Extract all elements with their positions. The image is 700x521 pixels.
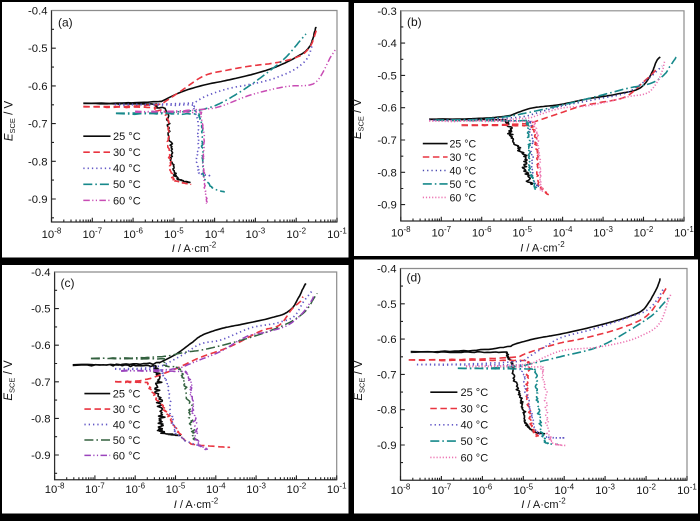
svg-text:-0.8: -0.8 bbox=[377, 167, 396, 179]
svg-text:30 °C: 30 °C bbox=[113, 147, 141, 159]
svg-text:-0.4: -0.4 bbox=[377, 264, 396, 276]
svg-text:ESCE / V: ESCE / V bbox=[3, 360, 16, 401]
svg-text:I / A·cm-2: I / A·cm-2 bbox=[172, 241, 217, 256]
svg-text:-0.6: -0.6 bbox=[28, 81, 47, 93]
svg-text:30 °C: 30 °C bbox=[450, 152, 477, 164]
svg-text:60 °C: 60 °C bbox=[113, 195, 141, 207]
svg-text:ESCE / V: ESCE / V bbox=[4, 101, 17, 142]
svg-text:-0.4: -0.4 bbox=[28, 6, 47, 18]
svg-text:-0.9: -0.9 bbox=[377, 440, 396, 452]
svg-text:ESCE / V: ESCE / V bbox=[352, 99, 365, 140]
svg-text:-0.7: -0.7 bbox=[377, 369, 396, 381]
svg-text:25 °C: 25 °C bbox=[113, 131, 141, 143]
svg-text:40 °C: 40 °C bbox=[450, 165, 477, 177]
svg-text:-0.6: -0.6 bbox=[31, 340, 50, 352]
svg-text:25 °C: 25 °C bbox=[450, 139, 477, 151]
svg-text:60 °C: 60 °C bbox=[113, 450, 141, 462]
svg-text:60 °C: 60 °C bbox=[461, 452, 489, 464]
svg-text:25 °C: 25 °C bbox=[461, 387, 489, 399]
svg-text:60 °C: 60 °C bbox=[450, 192, 477, 204]
svg-text:-0.7: -0.7 bbox=[31, 377, 50, 389]
svg-text:50 °C: 50 °C bbox=[461, 436, 489, 448]
svg-text:-0.4: -0.4 bbox=[377, 38, 396, 50]
svg-text:-0.5: -0.5 bbox=[377, 299, 396, 311]
svg-text:I / A·cm-2: I / A·cm-2 bbox=[174, 497, 219, 512]
svg-text:(c): (c) bbox=[61, 276, 75, 290]
svg-text:-0.5: -0.5 bbox=[28, 43, 47, 55]
svg-text:ESCE / V: ESCE / V bbox=[353, 360, 366, 401]
svg-text:50 °C: 50 °C bbox=[113, 179, 141, 191]
svg-text:30 °C: 30 °C bbox=[461, 403, 489, 415]
svg-text:50 °C: 50 °C bbox=[450, 179, 477, 191]
svg-text:-0.5: -0.5 bbox=[377, 70, 396, 82]
svg-text:-0.5: -0.5 bbox=[31, 304, 50, 316]
svg-text:40 °C: 40 °C bbox=[461, 420, 489, 432]
svg-text:I / A·cm-2: I / A·cm-2 bbox=[521, 497, 566, 512]
svg-text:40 °C: 40 °C bbox=[113, 163, 141, 175]
svg-text:-0.8: -0.8 bbox=[377, 405, 396, 417]
svg-text:50 °C: 50 °C bbox=[113, 435, 141, 447]
svg-text:40 °C: 40 °C bbox=[113, 419, 141, 431]
svg-text:-0.7: -0.7 bbox=[28, 119, 47, 131]
svg-text:-0.8: -0.8 bbox=[31, 413, 50, 425]
svg-text:-0.9: -0.9 bbox=[31, 450, 50, 462]
svg-text:-0.9: -0.9 bbox=[28, 194, 47, 206]
svg-text:-0.4: -0.4 bbox=[31, 267, 50, 279]
svg-text:25 °C: 25 °C bbox=[113, 389, 141, 401]
svg-text:(a): (a) bbox=[58, 15, 73, 29]
svg-text:-0.6: -0.6 bbox=[377, 334, 396, 346]
svg-text:I / A·cm-2: I / A·cm-2 bbox=[520, 240, 565, 255]
svg-text:-0.9: -0.9 bbox=[377, 200, 396, 212]
svg-text:-0.8: -0.8 bbox=[28, 156, 47, 168]
svg-text:(b): (b) bbox=[407, 15, 422, 29]
svg-text:-0.6: -0.6 bbox=[377, 103, 396, 115]
svg-text:-0.3: -0.3 bbox=[377, 6, 396, 18]
svg-text:30 °C: 30 °C bbox=[113, 404, 141, 416]
svg-text:(d): (d) bbox=[407, 271, 422, 285]
svg-text:-0.7: -0.7 bbox=[377, 135, 396, 147]
